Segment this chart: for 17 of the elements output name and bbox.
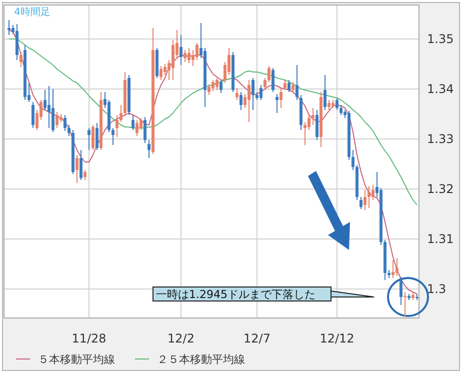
x-tick-label: 12/12 bbox=[320, 332, 354, 346]
annotation: 一時は1.2945ドルまで下落した bbox=[156, 288, 316, 301]
x-tick-label: 11/28 bbox=[72, 332, 106, 346]
y-tick-label: 1.35 bbox=[427, 32, 454, 46]
y-tick-label: 1.31 bbox=[427, 232, 454, 246]
x-tick-label: 12/7 bbox=[244, 332, 270, 346]
y-tick-label: 1.32 bbox=[427, 182, 454, 196]
legend-label: ２５本移動平均線 bbox=[157, 353, 245, 366]
candlestick bbox=[8, 20, 10, 35]
x-tick-label: 12/2 bbox=[168, 332, 194, 346]
line-series bbox=[8, 38, 418, 206]
legend-label: ５本移動平均線 bbox=[38, 353, 115, 366]
y-tick-label: 1.33 bbox=[427, 132, 454, 146]
y-tick-label: 1.34 bbox=[427, 82, 454, 96]
candlestick bbox=[404, 292, 406, 316]
y-tick-label: 1.3 bbox=[427, 282, 446, 296]
chart-title: 4時間足 bbox=[14, 6, 50, 18]
